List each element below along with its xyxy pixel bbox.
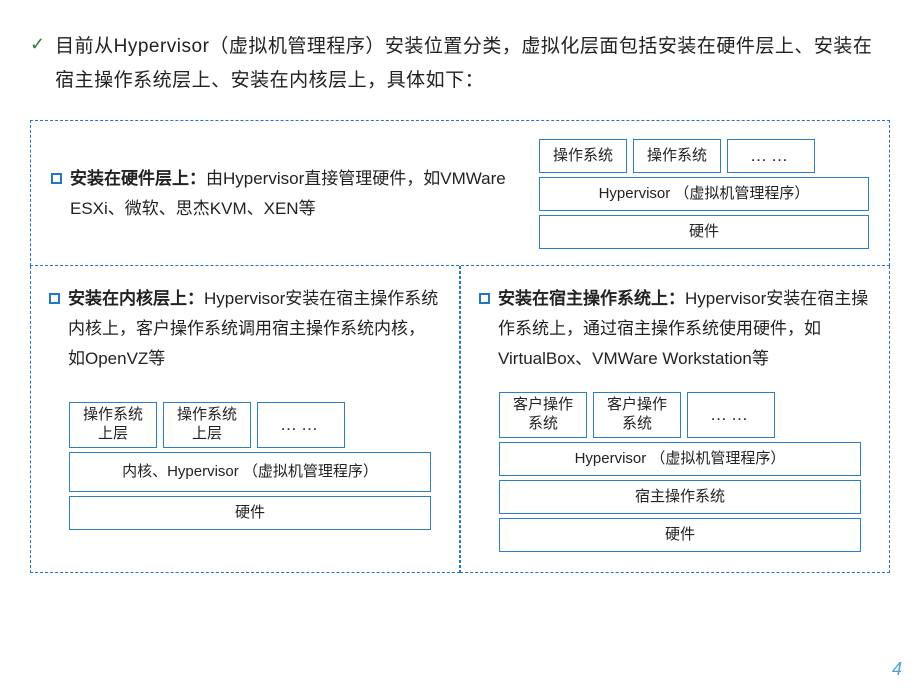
hardware-desc: 安装在硬件层上：由Hypervisor直接管理硬件，如VMWare ESXi、微… (51, 164, 519, 224)
page-number: 4 (892, 659, 902, 680)
host-desc: 安装在宿主操作系统上：Hypervisor安装在宿主操作系统上，通过宿主操作系统… (479, 284, 871, 374)
cell-hardware: 硬件 (69, 496, 431, 530)
square-bullet-icon (49, 293, 60, 304)
hardware-text: 安装在硬件层上：由Hypervisor直接管理硬件，如VMWare ESXi、微… (70, 164, 519, 224)
host-title: 安装在宿主操作系统上： (498, 289, 685, 308)
kernel-text: 安装在内核层上：Hypervisor安装在宿主操作系统内核上，客户操作系统调用宿… (68, 284, 441, 374)
cell-hardware: 硬件 (539, 215, 869, 249)
cell-os-upper: 操作系统 上层 (69, 402, 157, 448)
cell-os: 操作系统 (539, 139, 627, 173)
kernel-title: 安装在内核层上： (68, 289, 204, 308)
cell-kernel-hypervisor: 内核、Hypervisor （虚拟机管理程序） (69, 452, 431, 492)
cell-hypervisor: Hypervisor （虚拟机管理程序） (539, 177, 869, 211)
kernel-diagram: 操作系统 上层 操作系统 上层 …… 内核、Hypervisor （虚拟机管理程… (69, 402, 431, 530)
cell-dots: …… (687, 392, 775, 438)
panel-hardware: 安装在硬件层上：由Hypervisor直接管理硬件，如VMWare ESXi、微… (30, 120, 890, 266)
cell-guest-os: 客户操作 系统 (593, 392, 681, 438)
cell-os: 操作系统 (633, 139, 721, 173)
diagram-grid: 安装在硬件层上：由Hypervisor直接管理硬件，如VMWare ESXi、微… (30, 120, 890, 573)
hardware-title: 安装在硬件层上： (70, 169, 206, 188)
cell-dots: …… (257, 402, 345, 448)
intro-text: 目前从Hypervisor（虚拟机管理程序）安装位置分类，虚拟化层面包括安装在硬… (55, 30, 890, 98)
host-text: 安装在宿主操作系统上：Hypervisor安装在宿主操作系统上，通过宿主操作系统… (498, 284, 871, 374)
hardware-diagram: 操作系统 操作系统 …… Hypervisor （虚拟机管理程序） 硬件 (539, 139, 869, 249)
square-bullet-icon (479, 293, 490, 304)
kernel-desc: 安装在内核层上：Hypervisor安装在宿主操作系统内核上，客户操作系统调用宿… (49, 284, 441, 374)
panel-host: 安装在宿主操作系统上：Hypervisor安装在宿主操作系统上，通过宿主操作系统… (460, 266, 890, 573)
panel-kernel: 安装在内核层上：Hypervisor安装在宿主操作系统内核上，客户操作系统调用宿… (30, 266, 460, 573)
cell-dots: …… (727, 139, 815, 173)
check-icon: ✓ (30, 30, 45, 58)
cell-host-os: 宿主操作系统 (499, 480, 861, 514)
host-diagram: 客户操作 系统 客户操作 系统 …… Hypervisor （虚拟机管理程序） … (499, 392, 861, 552)
cell-os-upper: 操作系统 上层 (163, 402, 251, 448)
cell-guest-os: 客户操作 系统 (499, 392, 587, 438)
square-bullet-icon (51, 173, 62, 184)
cell-hypervisor: Hypervisor （虚拟机管理程序） (499, 442, 861, 476)
intro-block: ✓ 目前从Hypervisor（虚拟机管理程序）安装位置分类，虚拟化层面包括安装… (30, 30, 890, 98)
cell-hardware: 硬件 (499, 518, 861, 552)
